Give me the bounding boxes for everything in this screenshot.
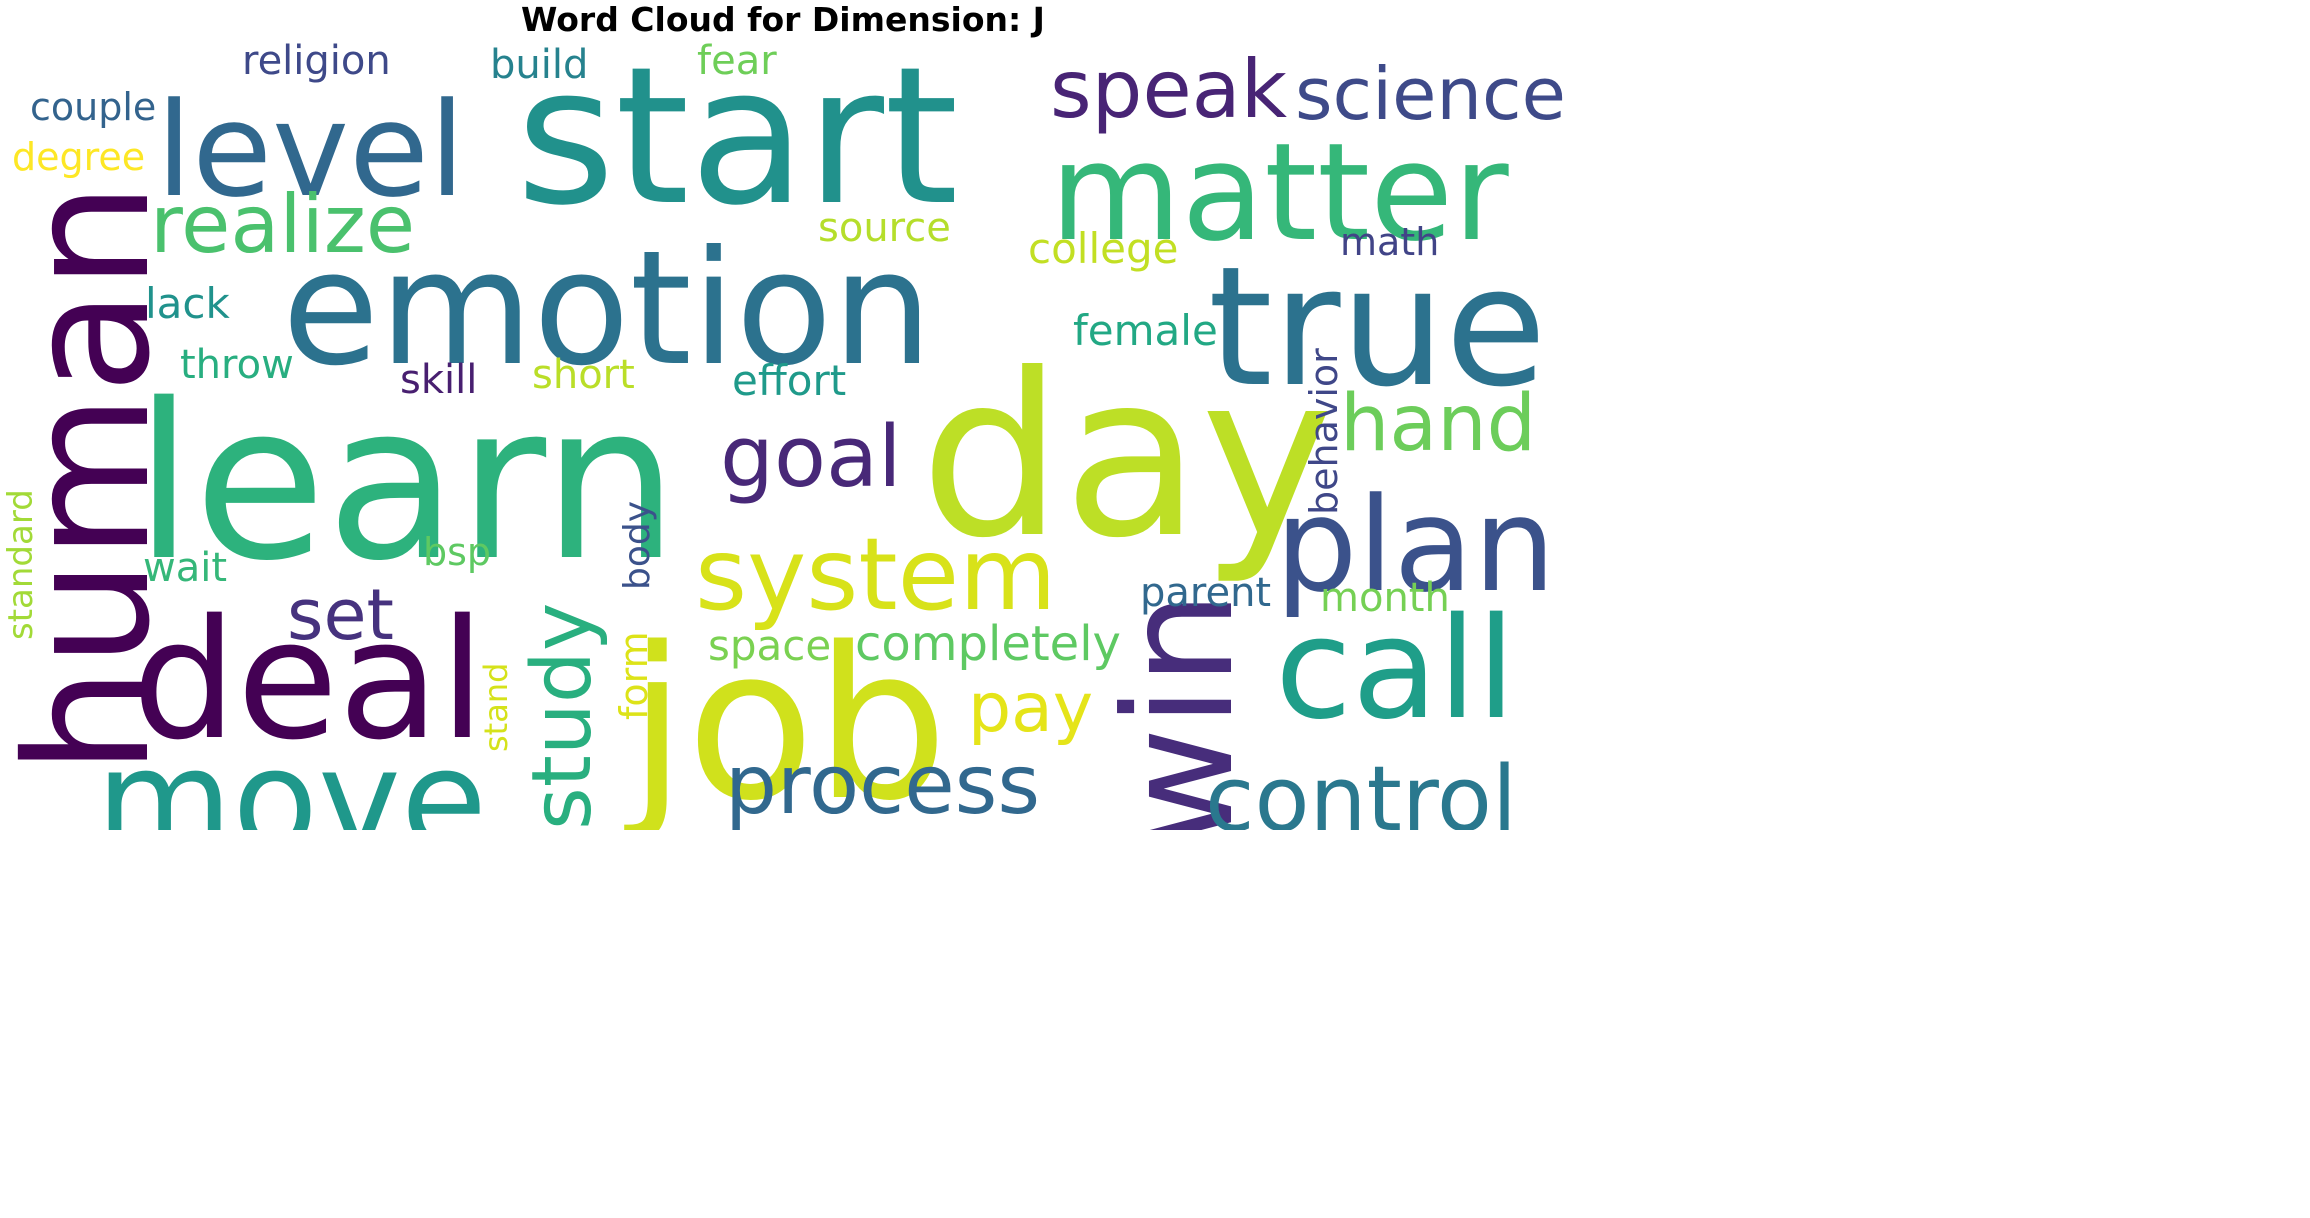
word-skill: skill	[400, 357, 478, 403]
word-learn: learn	[134, 357, 679, 608]
word-wait: wait	[143, 545, 228, 591]
word-process: process	[725, 738, 1041, 830]
word-effort: effort	[732, 356, 847, 405]
word-goal: goal	[720, 408, 902, 507]
word-source: source	[818, 205, 951, 251]
word-build: build	[490, 42, 589, 88]
word-fear: fear	[697, 40, 777, 84]
word-short: short	[532, 352, 635, 398]
word-hand: hand	[1340, 379, 1537, 469]
word-space: space	[708, 621, 832, 670]
word-degree: degree	[12, 135, 146, 179]
word-realize: realize	[150, 178, 416, 271]
word-female: female	[1073, 306, 1218, 355]
word-start: start	[516, 40, 959, 247]
word-control: control	[1205, 747, 1517, 831]
word-emotion: emotion	[282, 217, 933, 401]
word-cloud: start emotion learn day human deal move …	[0, 40, 1566, 830]
word-bsp: bsp	[423, 530, 492, 574]
word-day: day	[920, 326, 1334, 588]
word-system: system	[695, 516, 1057, 633]
word-set: set	[287, 574, 394, 656]
word-study: study	[515, 602, 610, 830]
word-body: body	[617, 500, 658, 590]
word-move: move	[96, 720, 488, 831]
word-level: level	[156, 74, 466, 226]
word-month: month	[1320, 575, 1450, 621]
chart-title: Word Cloud for Dimension: J	[521, 0, 1045, 39]
word-math: math	[1340, 220, 1440, 264]
word-deal: deal	[132, 584, 486, 776]
word-couple: couple	[30, 85, 157, 129]
word-plan: plan	[1275, 469, 1556, 621]
word-call: call	[1275, 588, 1516, 751]
word-speak: speak	[1050, 43, 1288, 136]
word-college: college	[1028, 224, 1179, 273]
word-stand: stand	[477, 662, 515, 752]
word-form: form	[612, 631, 656, 720]
word-standard: standard	[1, 489, 41, 640]
word-matter: matter	[1050, 114, 1509, 271]
word-true: true	[1208, 231, 1547, 423]
word-pay: pay	[968, 669, 1094, 748]
word-lack: lack	[145, 279, 230, 328]
word-throw: throw	[180, 342, 294, 388]
word-science: science	[1295, 52, 1566, 136]
word-behavior: behavior	[1302, 348, 1346, 515]
word-completely: completely	[855, 616, 1121, 672]
word-religion: religion	[242, 40, 391, 84]
word-job: job	[628, 602, 949, 830]
word-parent: parent	[1140, 570, 1272, 616]
